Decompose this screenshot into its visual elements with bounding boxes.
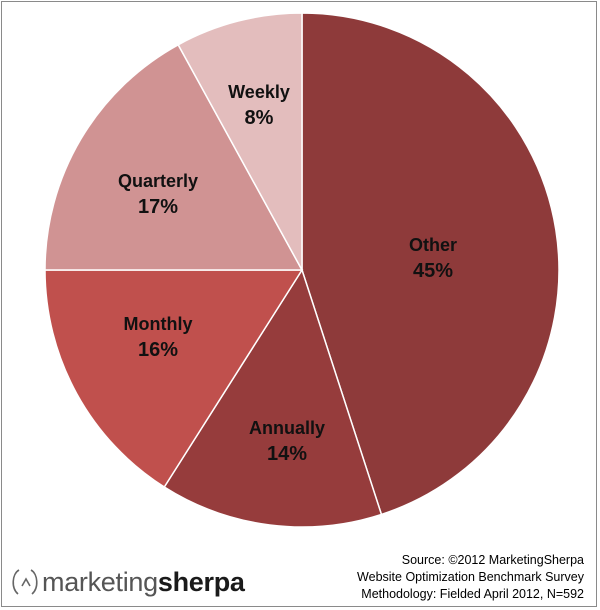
pie-slice-weekly xyxy=(177,12,303,271)
source-line: Source: ©2012 MarketingSherpa xyxy=(401,553,584,567)
slice-value-weekly: 8% xyxy=(245,107,274,129)
logo-text-light: marketing xyxy=(42,566,158,597)
logo-text-bold: sherpa xyxy=(157,566,245,597)
methodology-line: Methodology: Fielded April 2012, N=592 xyxy=(361,587,584,601)
slice-label-quarterly: Quarterly xyxy=(118,171,198,191)
logo-mark-icon xyxy=(12,569,38,595)
pie-slice-monthly xyxy=(44,269,304,489)
pie-slice-annually xyxy=(163,268,383,528)
slice-label-other: Other xyxy=(409,235,457,255)
logo-text: marketingsherpa xyxy=(42,567,245,598)
slice-value-annually: 14% xyxy=(267,443,307,465)
survey-line: Website Optimization Benchmark Survey xyxy=(357,570,584,584)
slice-value-quarterly: 17% xyxy=(138,196,178,218)
pie-slice-quarterly xyxy=(44,43,304,271)
slice-value-monthly: 16% xyxy=(138,339,178,361)
slice-label-annually: Annually xyxy=(249,418,325,438)
source-note: Source: ©2012 MarketingSherpa Website Op… xyxy=(357,552,584,603)
slice-label-monthly: Monthly xyxy=(124,314,193,334)
slice-value-other: 45% xyxy=(413,260,453,282)
pie-slice-other xyxy=(301,12,560,516)
marketingsherpa-logo: marketingsherpa xyxy=(10,562,245,602)
slice-label-weekly: Weekly xyxy=(228,82,290,102)
pie-chart: Other 45% Annually 14% Monthly 16% Quarterly 17… xyxy=(44,12,560,528)
